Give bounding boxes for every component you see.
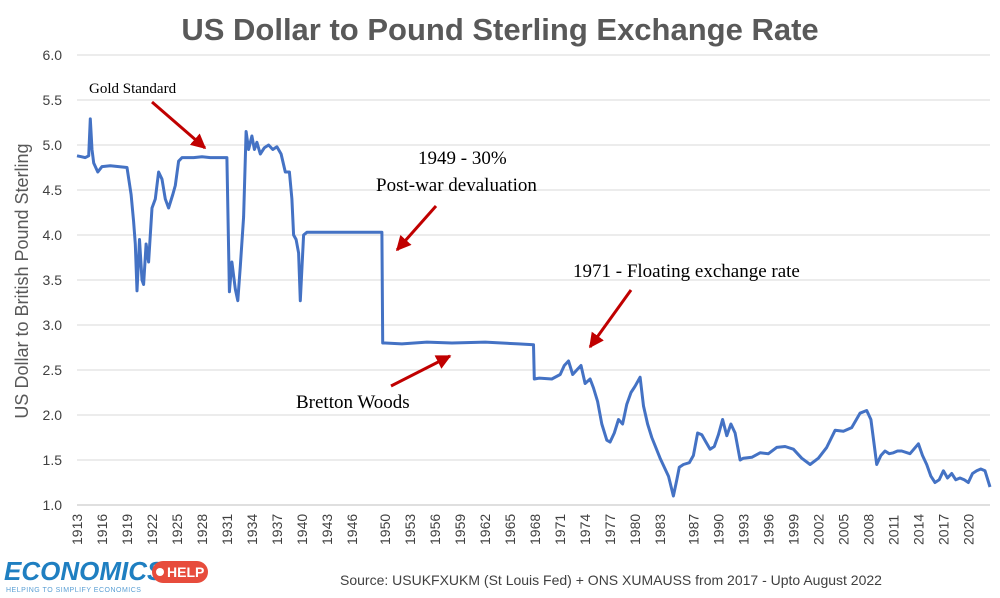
annotation-1949: 1949 - 30% xyxy=(418,148,507,169)
x-tick-label: 1913 xyxy=(69,514,85,545)
chart-title: US Dollar to Pound Sterling Exchange Rat… xyxy=(181,12,818,47)
x-axis-ticks: 1913 1916 1919 1922 1925 1928 1931 1934 1937 1940… xyxy=(69,514,976,545)
y-axis-ticks: 1.0 1.5 2.0 2.5 3.0 3.5 4.0 4.5 5.0 5.5 6.0 xyxy=(43,47,63,513)
arrow-floating xyxy=(588,289,633,349)
x-tick-label: 1950 xyxy=(377,514,393,545)
x-tick-label: 1983 xyxy=(652,514,668,545)
x-tick-label: 1940 xyxy=(294,514,310,545)
x-tick-label: 2011 xyxy=(885,515,901,545)
y-tick-label: 5.5 xyxy=(43,92,63,108)
y-tick-label: 2.0 xyxy=(43,407,63,423)
annotation-floating: 1971 - Floating exchange rate xyxy=(573,261,800,282)
arrow-bretton-woods xyxy=(390,354,452,388)
x-tick-label: 1922 xyxy=(144,514,160,545)
x-tick-label: 1943 xyxy=(319,514,335,545)
logo-badge xyxy=(152,561,208,583)
x-tick-label: 1962 xyxy=(477,514,493,545)
x-tick-label: 2017 xyxy=(935,514,951,545)
x-tick-label: 1925 xyxy=(169,514,185,545)
x-tick-label: 1934 xyxy=(244,514,260,545)
logo-tagline: HELPING TO SIMPLIFY ECONOMICS xyxy=(6,587,141,594)
x-tick-label: 2008 xyxy=(860,514,876,545)
x-tick-label: 1993 xyxy=(735,514,751,545)
y-tick-label: 3.0 xyxy=(43,317,63,333)
annotation-devaluation: Post-war devaluation xyxy=(376,175,537,196)
x-tick-label: 1977 xyxy=(602,514,618,545)
x-tick-label: 1987 xyxy=(685,514,701,545)
x-tick-label: 1968 xyxy=(527,514,543,545)
x-tick-label: 2014 xyxy=(910,514,926,545)
x-tick-label: 1953 xyxy=(402,514,418,545)
source-note: Source: USUKFXUKM (St Louis Fed) + ONS X… xyxy=(340,572,882,588)
x-tick-label: 1919 xyxy=(119,514,135,545)
x-tick-label: 1931 xyxy=(219,514,235,545)
x-tick-label: 1971 xyxy=(552,514,568,545)
x-tick-label: 2005 xyxy=(835,514,851,545)
x-tick-label: 2002 xyxy=(810,514,826,545)
x-tick-label: 2020 xyxy=(960,514,976,545)
x-tick-label: 1916 xyxy=(94,514,110,545)
y-tick-label: 1.0 xyxy=(43,497,63,513)
x-tick-label: 1999 xyxy=(785,514,801,545)
x-tick-label: 1980 xyxy=(627,514,643,545)
economics-help-logo: ECONOMICS HELP HELPING TO SIMPLIFY ECONO… xyxy=(4,556,208,594)
y-tick-label: 1.5 xyxy=(43,452,63,468)
y-tick-label: 4.5 xyxy=(43,182,63,198)
y-axis-label: US Dollar to British Pound Sterling xyxy=(12,143,32,418)
x-tick-label: 1990 xyxy=(710,514,726,545)
x-tick-label: 1965 xyxy=(502,514,518,545)
x-tick-label: 1974 xyxy=(577,514,593,545)
logo-text: ECONOMICS xyxy=(4,556,165,586)
y-tick-label: 4.0 xyxy=(43,227,63,243)
x-tick-label: 1928 xyxy=(194,514,210,545)
y-tick-label: 2.5 xyxy=(43,362,63,378)
arrow-devaluation xyxy=(395,205,438,252)
arrow-gold-standard xyxy=(151,100,207,150)
logo-dot-icon xyxy=(156,568,164,576)
x-tick-label: 1956 xyxy=(427,514,443,545)
logo-badge-text: HELP xyxy=(167,564,204,580)
annotation-bretton-woods: Bretton Woods xyxy=(296,392,410,413)
y-tick-label: 5.0 xyxy=(43,137,63,153)
x-tick-label: 1946 xyxy=(344,514,360,545)
grid-lines xyxy=(77,54,990,461)
x-tick-label: 1996 xyxy=(760,514,776,545)
series-line xyxy=(76,117,992,498)
y-tick-label: 3.5 xyxy=(43,272,63,288)
x-tick-label: 1959 xyxy=(452,514,468,545)
x-tick-label: 1937 xyxy=(269,514,285,545)
y-tick-label: 6.0 xyxy=(43,47,63,63)
annotation-gold-standard: Gold Standard xyxy=(89,81,177,97)
